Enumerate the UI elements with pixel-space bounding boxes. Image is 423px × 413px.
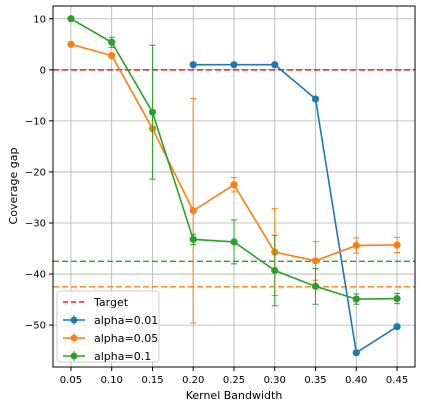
data-point <box>393 241 401 249</box>
series-alpha-0-1 <box>67 15 401 307</box>
x-tick-label: 0.15 <box>141 375 163 386</box>
series-line <box>193 63 398 355</box>
data-point <box>393 323 401 331</box>
y-tick-label: −30 <box>25 219 46 230</box>
data-point <box>189 61 197 69</box>
legend-label: alpha=0.05 <box>94 332 158 345</box>
legend-label: alpha=0.1 <box>94 350 151 363</box>
data-point <box>311 282 320 290</box>
legend-label: alpha=0.01 <box>94 314 158 327</box>
legend-box <box>56 290 160 363</box>
data-point <box>230 181 238 189</box>
series-alpha-0-01 <box>189 61 401 357</box>
data-point <box>67 15 75 23</box>
legend-series: alpha=0.01 alpha=0.05 alpha=0.1 <box>63 314 158 363</box>
x-tick-label: 0.25 <box>223 375 245 386</box>
y-tick-label: 10 <box>33 14 46 25</box>
y-axis-label: Coverage gap <box>7 148 20 225</box>
data-point <box>67 40 75 48</box>
data-point <box>271 61 279 69</box>
y-tick-label: −40 <box>25 270 46 281</box>
x-tick-label: 0.30 <box>264 375 286 386</box>
x-axis-ticks: 0.05 0.10 0.15 0.20 0.25 0.30 0.35 0.40 0.45 <box>60 367 408 386</box>
x-tick-label: 0.45 <box>386 375 408 386</box>
data-point <box>271 266 279 275</box>
data-point <box>230 238 238 246</box>
data-point <box>230 61 238 69</box>
data-point <box>311 95 320 103</box>
y-tick-label: −10 <box>25 116 46 127</box>
data-point <box>108 51 116 60</box>
data-point <box>311 257 320 265</box>
x-tick-label: 0.40 <box>345 375 367 386</box>
x-tick-label: 0.20 <box>182 375 204 386</box>
series-layer <box>67 15 401 357</box>
data-point <box>393 294 401 303</box>
data-point <box>108 38 116 46</box>
y-axis-ticks: 10 0 −10 −20 −30 −40 −50 <box>25 14 53 332</box>
y-tick-label: 0 <box>40 65 46 76</box>
data-point <box>352 349 360 357</box>
data-point <box>148 108 157 116</box>
data-point <box>352 295 360 303</box>
data-point <box>352 241 360 250</box>
legend-swatch-marker <box>70 334 78 342</box>
x-axis-label: Kernel Bandwidth <box>186 389 283 402</box>
x-tick-label: 0.10 <box>101 375 123 386</box>
legend-swatch-marker <box>70 316 78 324</box>
series-alpha-0-05 <box>67 40 401 324</box>
legend-target-label: Target <box>93 296 129 309</box>
x-tick-label: 0.35 <box>304 375 326 386</box>
y-tick-label: −20 <box>25 167 46 178</box>
legend-swatch-marker <box>70 352 78 360</box>
data-point <box>189 207 197 215</box>
x-tick-label: 0.05 <box>60 375 82 386</box>
data-point <box>189 235 197 243</box>
y-tick-label: −50 <box>25 321 46 332</box>
legend: Target alpha=0.01 alpha=0.05 alpha=0.1 <box>56 290 160 363</box>
